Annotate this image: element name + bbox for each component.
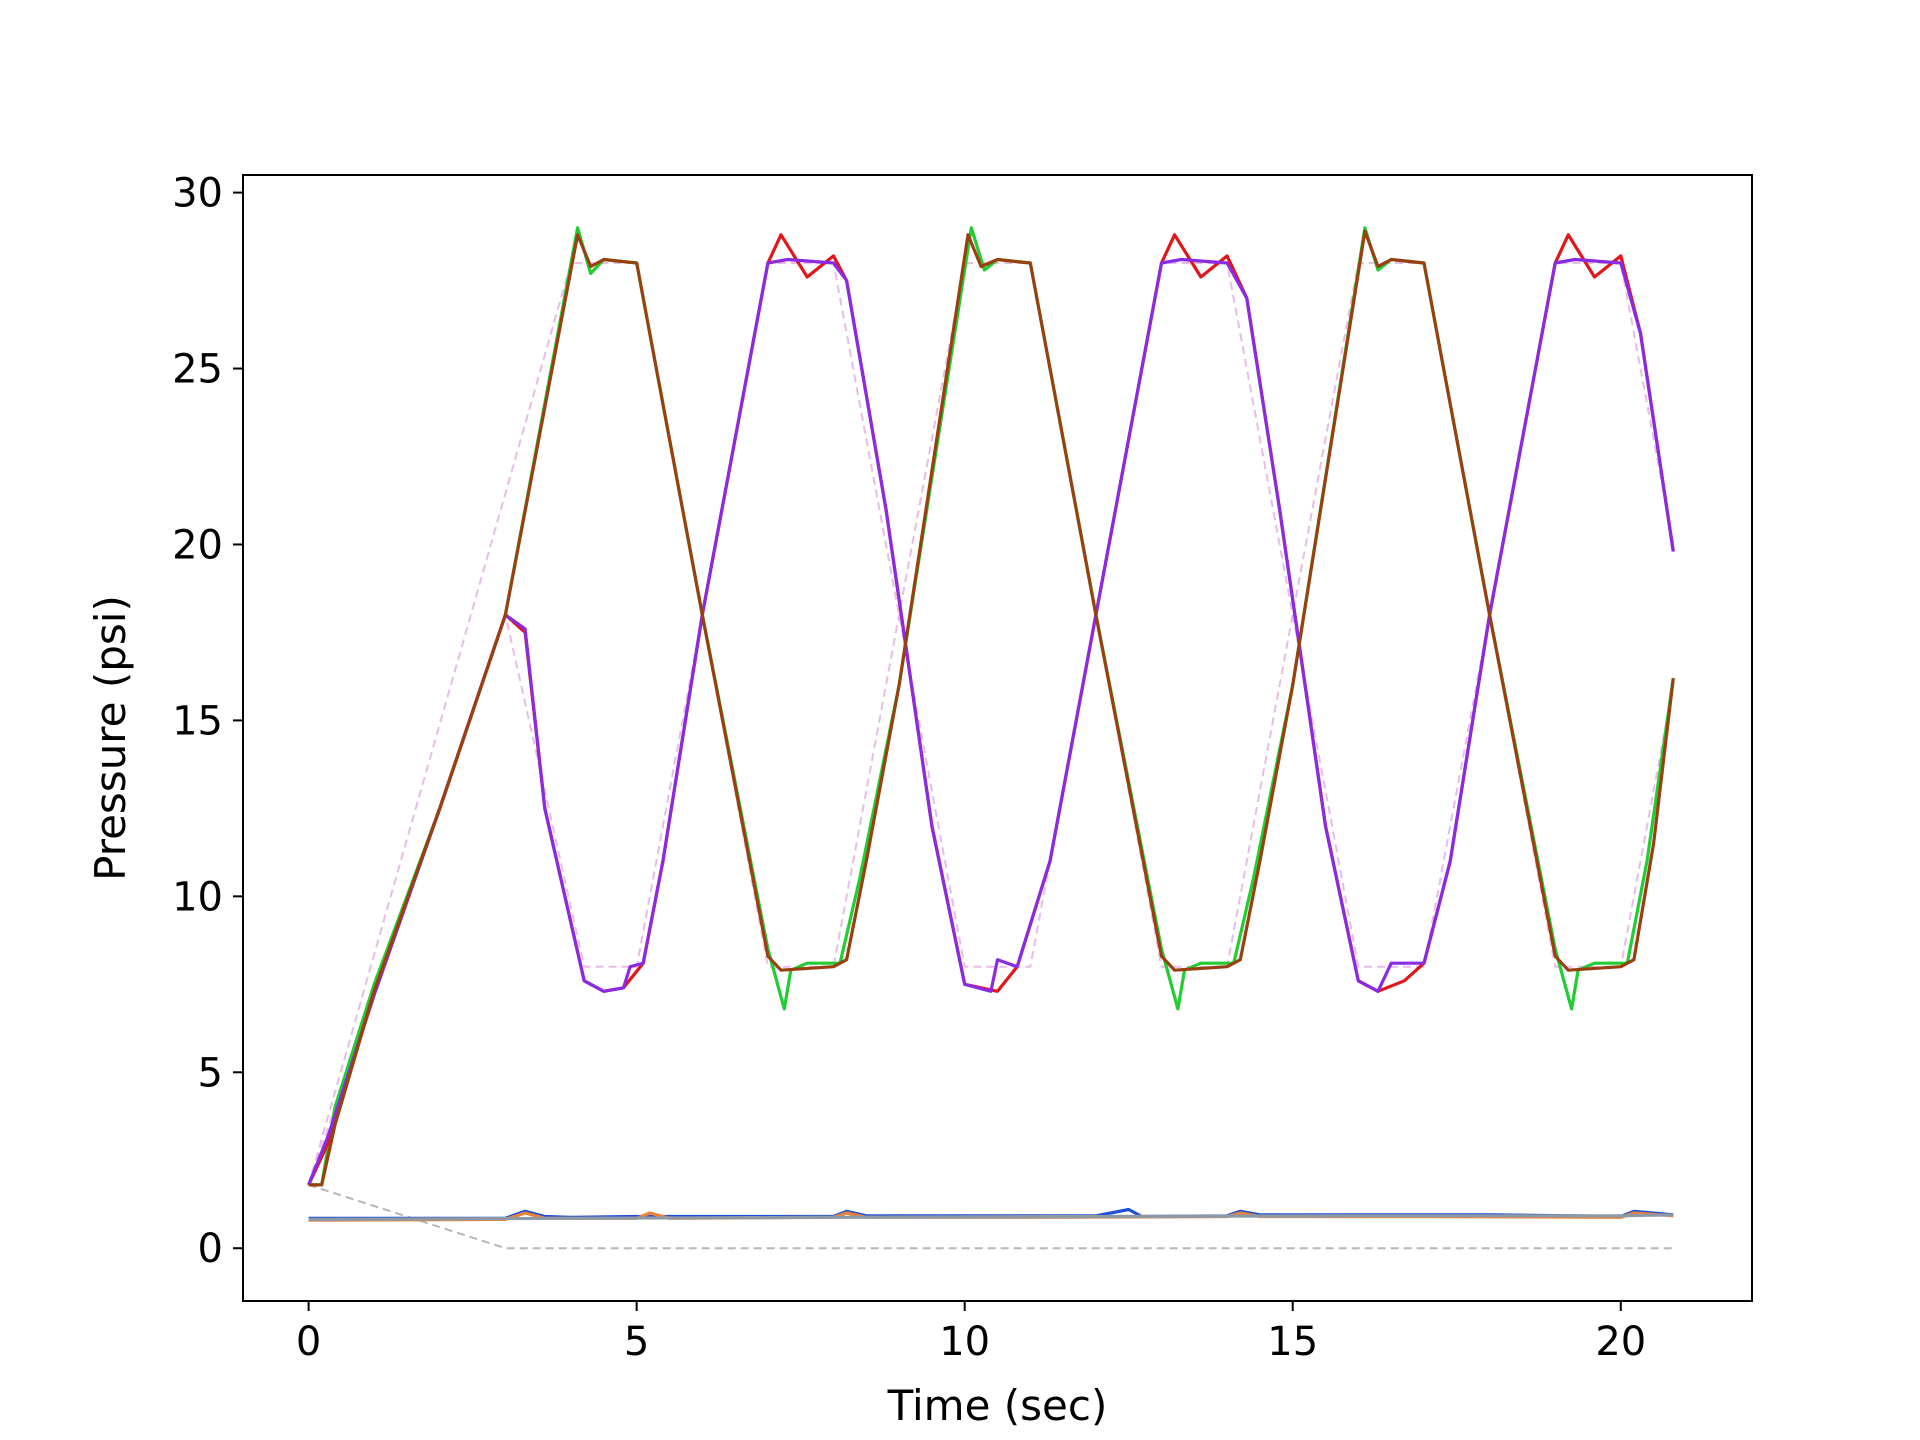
x-tick-label: 15 <box>1267 1319 1318 1365</box>
series-line-10 <box>308 1213 1674 1222</box>
y-axis: 0 5 10 15 20 25 30 <box>172 171 243 1272</box>
y-tick-label: 5 <box>198 1050 223 1096</box>
y-tick-label: 15 <box>172 698 223 744</box>
plot-frame <box>242 174 1753 1302</box>
series-line-1 <box>308 1183 1674 1250</box>
series-line-6 <box>307 257 1675 1186</box>
y-axis-label: Pressure (psi) <box>86 595 135 881</box>
x-tick-label: 5 <box>624 1319 649 1365</box>
series-layer <box>307 226 1675 1250</box>
y-tick-label: 30 <box>172 171 223 217</box>
y-tick-label: 10 <box>172 874 223 920</box>
series-line-2 <box>307 262 1675 1186</box>
y-tick-label: 0 <box>198 1226 223 1272</box>
x-tick-label: 10 <box>939 1319 990 1365</box>
series-line-7 <box>308 229 1675 1187</box>
x-axis-label: Time (sec) <box>887 1381 1108 1430</box>
y-tick-label: 25 <box>172 347 223 393</box>
series-line-5 <box>307 233 1675 1186</box>
x-tick-label: 0 <box>296 1319 321 1365</box>
x-axis: 0 5 10 15 20 <box>296 1301 1646 1365</box>
x-tick-label: 20 <box>1595 1319 1646 1365</box>
series-line-4 <box>308 226 1675 1187</box>
y-tick-label: 20 <box>172 522 223 568</box>
